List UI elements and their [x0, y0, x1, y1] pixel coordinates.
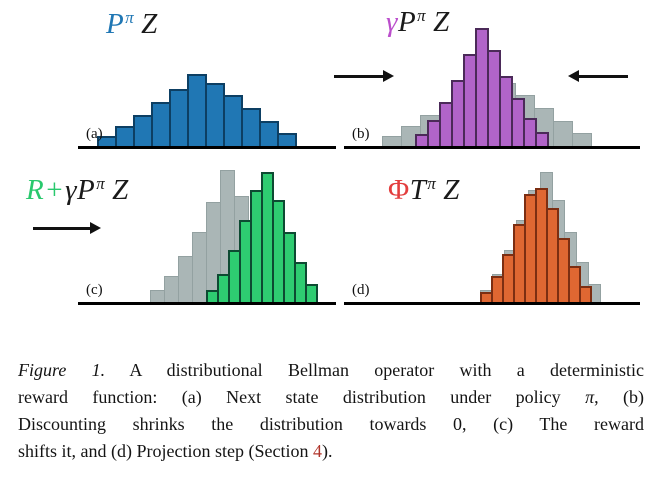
math-Z: Z	[141, 8, 158, 40]
math-phi: Φ	[388, 174, 410, 206]
caption-text: A distributional Bellman operator with a…	[105, 360, 644, 380]
math-R: R	[26, 174, 45, 206]
hist-bar	[277, 133, 297, 146]
shift-arrow	[33, 222, 101, 234]
panel-c-title: R+γPπ Z	[26, 174, 129, 207]
panel-d-title: ΦTπ Z	[388, 174, 460, 207]
panel-b: (b)	[344, 6, 640, 149]
hist-bar	[382, 136, 402, 146]
hist-bar	[169, 89, 189, 146]
panel-c-axis	[78, 302, 336, 305]
hist-bar	[572, 133, 592, 146]
hist-bar	[579, 286, 592, 302]
figure-number-label: Figure 1.	[18, 360, 106, 380]
panel-a-label: (a)	[86, 126, 103, 142]
hist-bar	[241, 108, 261, 146]
shrink-arrow-right	[568, 70, 628, 82]
hist-bar	[178, 256, 193, 302]
section-4-link[interactable]: 4	[312, 441, 322, 461]
math-pi-superscript: π	[96, 173, 106, 193]
panel-b-axis	[344, 146, 640, 149]
math-P: P	[77, 174, 96, 206]
projected-distribution-histogram	[480, 188, 592, 302]
next-state-distribution-histogram	[97, 74, 297, 146]
panel-c-label: (c)	[86, 282, 103, 298]
math-P: P	[397, 6, 417, 38]
figure-caption: Figure 1. A distributional Bellman opera…	[18, 357, 644, 465]
hist-bar	[151, 102, 171, 146]
panel-d-axis	[344, 302, 640, 305]
math-pi-superscript: π	[125, 7, 135, 27]
math-Z: Z	[443, 174, 460, 206]
math-P: P	[106, 8, 125, 40]
math-plus: +	[46, 174, 64, 206]
panel-b-label: (b)	[352, 126, 370, 142]
caption-text: Discounting shrinks the distribution tow…	[18, 414, 644, 434]
caption-text: reward function: (a) Next state distribu…	[18, 387, 586, 407]
caption-text: shifts it, and (d) Projection step (Sect…	[18, 441, 313, 461]
hist-bar	[187, 74, 207, 146]
math-script-T: T	[409, 174, 427, 206]
hist-bar	[150, 290, 165, 302]
math-Z: Z	[433, 6, 450, 38]
caption-line-3: Discounting shrinks the distribution tow…	[18, 411, 644, 438]
hist-bar	[568, 266, 581, 302]
caption-line-2: reward function: (a) Next state distribu…	[18, 384, 644, 411]
discounted-shrunk-distribution-histogram	[415, 28, 549, 146]
hist-bar	[205, 83, 225, 146]
panel-a-plot	[78, 6, 336, 146]
shrink-arrow-left	[334, 70, 394, 82]
hist-bar	[259, 121, 279, 146]
panel-a-title: Pπ Z	[106, 8, 158, 41]
math-gamma: γ	[386, 6, 398, 38]
caption-text: , (b)	[594, 387, 644, 407]
hist-bar	[223, 95, 243, 146]
hist-bar	[305, 284, 318, 302]
reward-shifted-distribution-histogram	[206, 172, 318, 302]
caption-line-4: shifts it, and (d) Projection step (Sect…	[18, 438, 644, 465]
panel-c-plot	[78, 162, 336, 302]
math-pi-superscript: π	[417, 5, 427, 25]
math-pi-inline: π	[585, 387, 595, 407]
hist-bar	[164, 276, 179, 302]
figure-1: Pπ Z γPπ Z R+γPπ Z ΦTπ Z (a) (b) (c)	[26, 6, 640, 305]
panel-a: (a)	[78, 6, 336, 149]
hist-bar	[535, 132, 549, 146]
panel-d-label: (d)	[352, 282, 370, 298]
caption-line-1: Figure 1. A distributional Bellman opera…	[18, 357, 644, 384]
panel-d-plot	[344, 162, 640, 302]
hist-bar	[294, 262, 307, 302]
panel-b-title: γPπ Z	[386, 6, 450, 39]
panel-a-axis	[78, 146, 336, 149]
math-pi-superscript: π	[427, 173, 437, 193]
hist-bar	[553, 121, 573, 146]
panel-c: (c)	[78, 162, 336, 305]
caption-text: ).	[321, 441, 333, 461]
hist-bar	[192, 232, 207, 302]
hist-bar	[115, 126, 135, 146]
panel-d: (d)	[344, 162, 640, 305]
math-Z: Z	[112, 174, 129, 206]
hist-bar	[133, 115, 153, 146]
math-gamma: γ	[65, 174, 78, 206]
panel-b-plot	[344, 6, 640, 146]
